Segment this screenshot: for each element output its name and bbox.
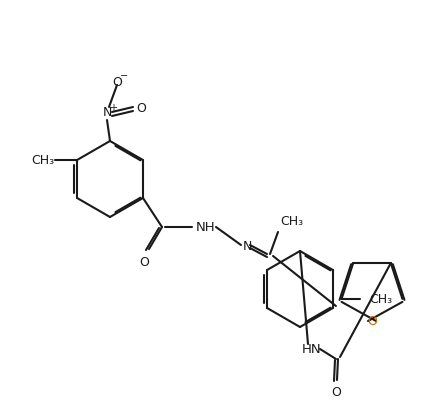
Text: O: O [139,256,149,269]
Text: N: N [102,106,112,119]
Text: CH₃: CH₃ [32,154,54,167]
Text: O: O [331,385,341,399]
Text: O: O [112,75,122,88]
Text: CH₃: CH₃ [369,293,393,306]
Text: CH₃: CH₃ [280,215,303,228]
Text: N: N [242,240,252,253]
Text: NH: NH [196,221,216,234]
Text: O: O [367,315,377,328]
Text: +: + [109,103,117,113]
Text: O: O [136,101,146,114]
Text: HN: HN [302,342,322,356]
Text: −: − [120,71,128,81]
